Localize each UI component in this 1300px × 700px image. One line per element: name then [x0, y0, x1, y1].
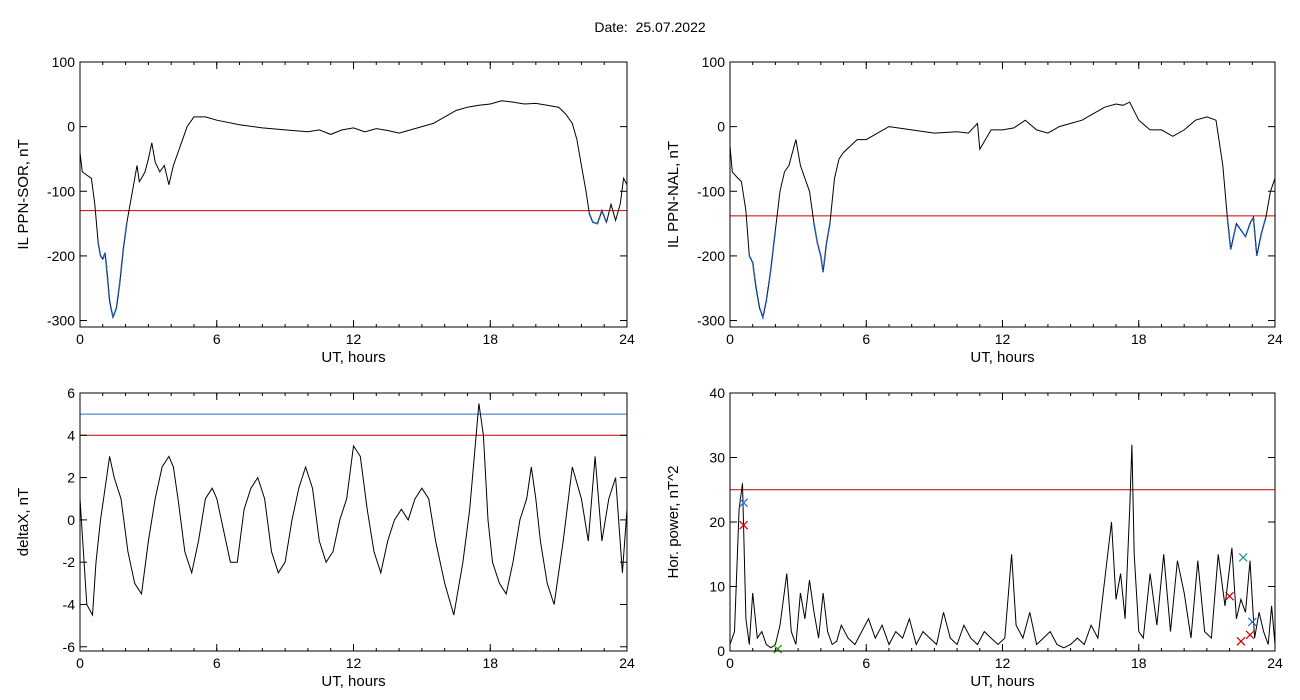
y-tick-label: 0: [67, 512, 75, 528]
below-threshold-segment: [97, 223, 128, 321]
marker-x: [773, 644, 783, 654]
y-tick-label: 30: [709, 450, 725, 466]
x-axis-label: UT, hours: [970, 349, 1034, 366]
y-tick-label: 20: [709, 514, 725, 530]
chart-hor-power: 0 6 12 18 24 0 10 20 30 40 UT, hours Hor. power, nT…: [665, 385, 1283, 690]
x-tick-label: 0: [726, 655, 734, 671]
x-tick-label: 12: [346, 331, 362, 347]
below-threshold-segment: [1226, 214, 1267, 257]
x-tick-label: 24: [1267, 331, 1283, 347]
y-axis-label: Hor. power, nT^2: [665, 466, 682, 579]
y-tick-label: -300: [697, 313, 725, 329]
plot-frame: [79, 392, 628, 652]
x-tick-label: 24: [1267, 655, 1283, 671]
plot-frame: [729, 61, 1276, 328]
x-tick-label: 0: [76, 331, 84, 347]
y-tick-label: -200: [47, 248, 75, 264]
x-axis-label: UT, hours: [321, 349, 385, 366]
plot-area: [80, 100, 627, 321]
plot-area: [730, 444, 1275, 649]
marker-x: [739, 498, 749, 508]
y-axis-label: deltaX, nT: [15, 488, 32, 556]
x-tick-label: 12: [995, 655, 1011, 671]
chart-ppn-nal: 0 6 12 18 24 -300 -200 -100 0 100 UT, hours IL PPN-…: [665, 54, 1283, 366]
x-tick-label: 18: [1131, 331, 1147, 347]
chart-ppn-sor: 0 6 12 18 24 -300 -200 -100 0 100 UT, hours IL PPN-…: [15, 54, 635, 366]
y-tick-label: -200: [697, 248, 725, 264]
x-axis-label: UT, hours: [321, 673, 385, 690]
y-tick-label: 0: [717, 643, 725, 659]
y-tick-label: -100: [47, 183, 75, 199]
marker-x: [1225, 591, 1235, 601]
y-tick-label: 2: [67, 470, 75, 486]
x-axis-label: UT, hours: [970, 673, 1034, 690]
x-tick-label: 0: [726, 331, 734, 347]
x-tick-label: 6: [213, 655, 221, 671]
y-tick-label: -100: [697, 183, 725, 199]
y-tick-label: -2: [63, 554, 76, 570]
marker-x: [1238, 553, 1248, 562]
y-tick-label: 0: [717, 119, 725, 135]
x-tick-label: 0: [76, 655, 84, 671]
x-tick-label: 24: [619, 655, 635, 671]
page-title: Date: 25.07.2022: [594, 19, 706, 35]
x-tick-label: 12: [346, 655, 362, 671]
below-threshold-segment: [813, 223, 831, 273]
x-tick-label: 12: [995, 331, 1011, 347]
x-tick-label: 18: [482, 655, 498, 671]
y-tick-label: 6: [67, 385, 75, 401]
series-line: [80, 100, 627, 320]
y-axis-label: IL PPN-NAL, nT: [665, 141, 682, 248]
marker-x: [1247, 617, 1257, 627]
y-tick-label: 10: [709, 579, 725, 595]
x-tick-label: 6: [862, 331, 870, 347]
x-tick-label: 24: [619, 331, 635, 347]
plot-area: [730, 101, 1275, 321]
plot-frame: [79, 61, 628, 328]
y-tick-label: 0: [67, 119, 75, 135]
x-tick-label: 18: [482, 331, 498, 347]
y-tick-label: -4: [63, 596, 76, 612]
y-tick-label: 40: [709, 385, 725, 401]
y-tick-label: 100: [52, 54, 76, 70]
y-tick-label: -6: [63, 639, 76, 655]
y-axis-label: IL PPN-SOR, nT: [15, 139, 32, 249]
y-tick-label: 4: [67, 427, 75, 443]
marker-x: [739, 520, 749, 530]
x-tick-label: 6: [213, 331, 221, 347]
series-line: [80, 403, 627, 617]
marker-x: [1245, 630, 1255, 640]
x-tick-label: 6: [862, 655, 870, 671]
series-line: [730, 444, 1275, 649]
series-line: [730, 101, 1275, 320]
marker-x: [1236, 636, 1246, 646]
y-tick-label: 100: [702, 54, 726, 70]
below-threshold-segment: [748, 229, 777, 321]
y-tick-label: -300: [47, 313, 75, 329]
below-threshold-segment: [588, 208, 608, 225]
plot-area: [80, 403, 627, 617]
x-tick-label: 18: [1131, 655, 1147, 671]
